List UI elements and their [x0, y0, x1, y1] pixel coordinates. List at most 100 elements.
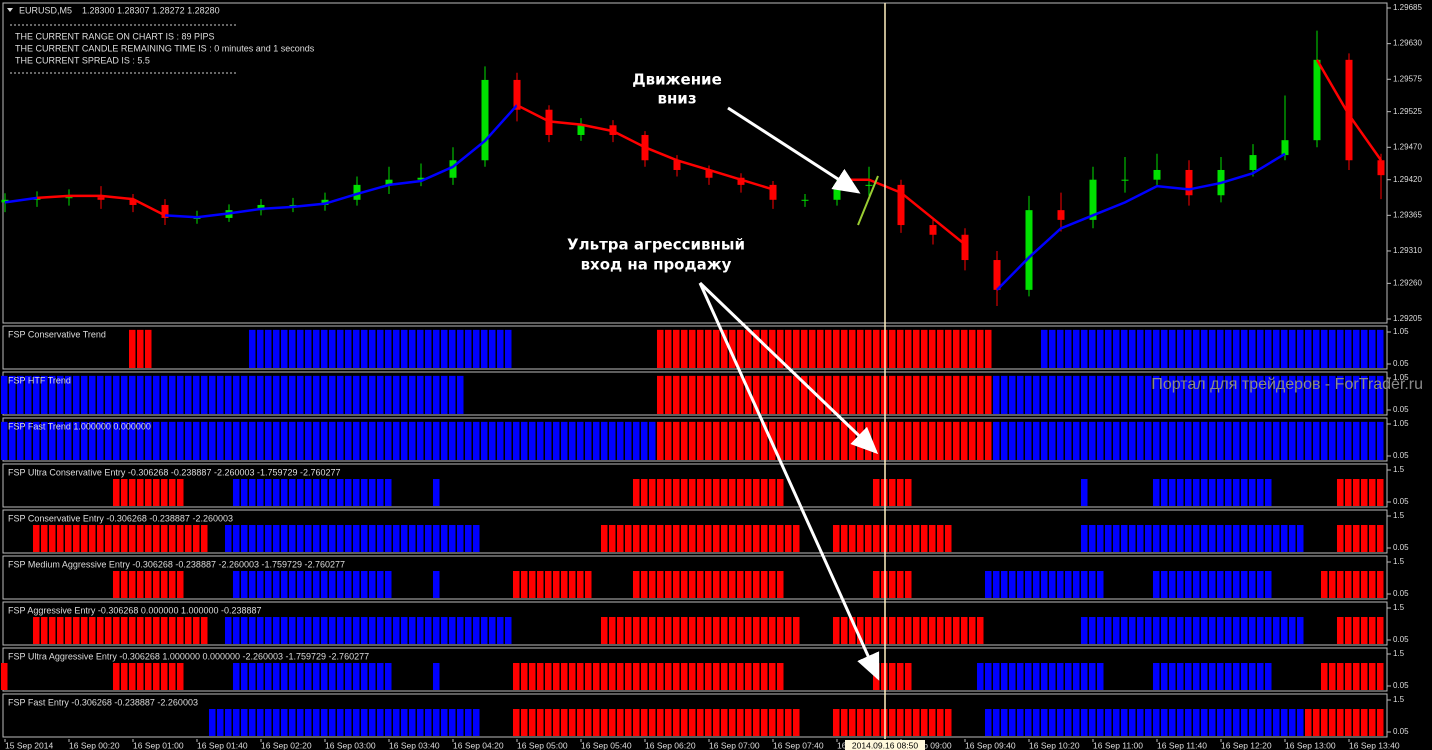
indicator-bar [649, 709, 656, 736]
indicator-bar [801, 375, 808, 414]
indicator-bar [161, 571, 168, 598]
y-tick-label: 0.05 [1393, 451, 1409, 460]
indicator-bar [529, 663, 536, 690]
x-tick-label: 16 Sep 01:00 [133, 740, 184, 750]
indicator-bar [345, 617, 352, 644]
indicator-bar [649, 617, 656, 644]
indicator-bar [833, 709, 840, 736]
indicator-bar [241, 663, 248, 690]
indicator-bar [1185, 709, 1192, 736]
indicator-bar [665, 375, 672, 414]
indicator-bar [697, 571, 704, 598]
indicator-bar [321, 617, 328, 644]
indicator-bar [41, 617, 48, 644]
indicator-bar [329, 571, 336, 598]
indicator-bar [121, 421, 128, 460]
indicator-bar [129, 525, 136, 552]
indicator-bar [1345, 375, 1352, 414]
indicator-bar [657, 571, 664, 598]
indicator-bar [425, 375, 432, 414]
indicator-bar [1297, 375, 1304, 414]
indicator-bar [1353, 329, 1360, 368]
indicator-bar [1313, 421, 1320, 460]
indicator-bar [465, 617, 472, 644]
indicator-bar [945, 617, 952, 644]
indicator-bar [193, 617, 200, 644]
indicator-bar [633, 479, 640, 506]
indicator-bar [1361, 421, 1368, 460]
indicator-bar [617, 421, 624, 460]
indicator-bar [1025, 709, 1032, 736]
indicator-bar [905, 571, 912, 598]
indicator-bar [817, 421, 824, 460]
indicator-bar [113, 525, 120, 552]
indicator-bar [833, 375, 840, 414]
indicator-bar [1233, 421, 1240, 460]
candle-body [577, 125, 585, 135]
indicator-bar [905, 525, 912, 552]
indicator-bar [705, 617, 712, 644]
indicator-bar [1249, 525, 1256, 552]
indicator-bar [729, 709, 736, 736]
indicator-bar [161, 525, 168, 552]
indicator-bar [313, 709, 320, 736]
indicator-bar [233, 663, 240, 690]
indicator-bar [113, 571, 120, 598]
indicator-bar [1201, 525, 1208, 552]
indicator-bar [673, 663, 680, 690]
indicator-bar [817, 329, 824, 368]
indicator-bar [929, 421, 936, 460]
indicator-bar [1305, 375, 1312, 414]
indicator-bar [201, 421, 208, 460]
candle-body [481, 79, 489, 161]
indicator-bar [897, 617, 904, 644]
indicator-bar [985, 421, 992, 460]
annotation: вниз [657, 90, 696, 108]
indicator-bar [705, 663, 712, 690]
candle-body [737, 177, 745, 185]
indicator-bar [1025, 375, 1032, 414]
indicator-bar [401, 525, 408, 552]
indicator-bar [329, 617, 336, 644]
candle-body [801, 199, 809, 201]
indicator-bar [673, 571, 680, 598]
indicator-bar [433, 375, 440, 414]
indicator-bar [729, 375, 736, 414]
candle-body [1153, 169, 1161, 180]
indicator-bar [673, 709, 680, 736]
indicator-bar [737, 329, 744, 368]
indicator-bar [1257, 421, 1264, 460]
indicator-bar [281, 525, 288, 552]
indicator-bar [553, 421, 560, 460]
indicator-bar [873, 421, 880, 460]
indicator-bar [361, 571, 368, 598]
indicator-bar [721, 617, 728, 644]
indicator-bar [593, 709, 600, 736]
indicator-bar [697, 479, 704, 506]
indicator-bar [1265, 479, 1272, 506]
x-tick-label: 16 Sep 02:20 [261, 740, 312, 750]
y-tick-label: 1.5 [1393, 603, 1405, 612]
indicator-bar [953, 329, 960, 368]
indicator-bar [273, 663, 280, 690]
indicator-bar [257, 375, 264, 414]
indicator-bar [121, 479, 128, 506]
indicator-bar [1041, 709, 1048, 736]
indicator-bar [793, 709, 800, 736]
indicator-bar [369, 663, 376, 690]
indicator-bar [897, 329, 904, 368]
indicator-bar [1241, 375, 1248, 414]
indicator-bar [537, 421, 544, 460]
indicator-bar [1273, 709, 1280, 736]
indicator-bar [1137, 421, 1144, 460]
indicator-bar [377, 663, 384, 690]
candle-body [993, 260, 1001, 290]
indicator-bar [353, 479, 360, 506]
indicator-bar [689, 479, 696, 506]
indicator-bar [545, 571, 552, 598]
indicator-bar [1009, 663, 1016, 690]
indicator-bar [529, 709, 536, 736]
indicator-bar [665, 421, 672, 460]
info-line: THE CURRENT RANGE ON CHART IS : 89 PIPS [15, 31, 215, 41]
indicator-bar [1225, 375, 1232, 414]
